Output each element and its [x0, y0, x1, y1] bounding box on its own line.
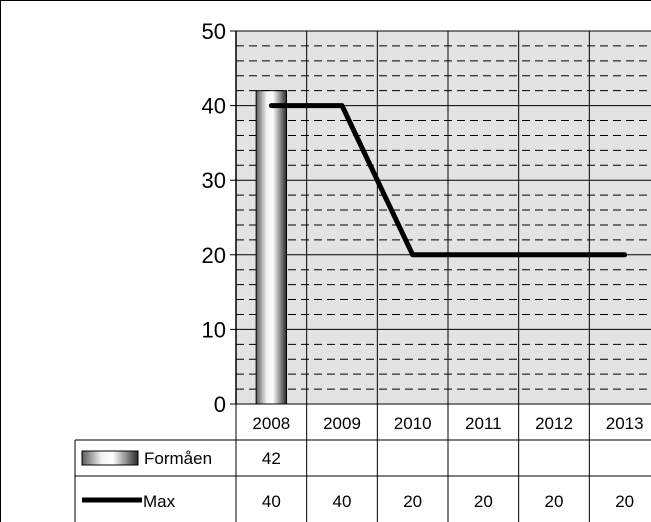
- y-tick-label: 0: [214, 392, 226, 417]
- x-tick-label: 2012: [535, 414, 573, 433]
- data-table-value: 20: [403, 492, 422, 511]
- data-table-value: 20: [545, 492, 564, 511]
- plot-area: 0 10 20 30 40 50: [202, 19, 651, 417]
- bar: [255, 90, 288, 405]
- y-tick-label: 10: [202, 317, 226, 342]
- x-tick-label: 2010: [394, 414, 432, 433]
- legend-label-line: Max: [143, 492, 176, 511]
- x-tick-label: 2009: [323, 414, 361, 433]
- data-table-value: 40: [262, 492, 281, 511]
- line-series-max: [268, 103, 628, 258]
- x-tick-label: 2008: [252, 414, 290, 433]
- legend-label-bar: Formåen: [144, 449, 212, 468]
- data-table-value: 40: [333, 492, 352, 511]
- y-tick-label: 20: [202, 243, 226, 268]
- x-tick-label: 2013: [606, 414, 644, 433]
- plot-background: [236, 31, 651, 404]
- y-tick-label: 40: [202, 94, 226, 119]
- y-tick-label: 50: [202, 19, 226, 44]
- data-table-value: 42: [262, 449, 281, 468]
- data-table: 2008 2009 2010 2011 2012 2013 Formåen Max 42 40 40…: [74, 404, 651, 522]
- x-tick-label: 2011: [465, 414, 502, 433]
- legend-swatch-bar: [81, 450, 139, 466]
- y-tick-label: 30: [202, 168, 226, 193]
- data-table-value: 20: [615, 492, 634, 511]
- data-table-value: 20: [474, 492, 493, 511]
